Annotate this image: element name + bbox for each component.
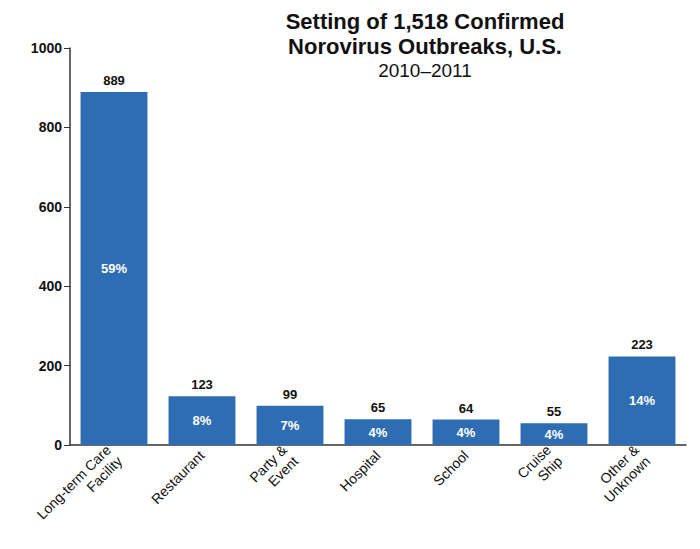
svg-text:Cruise: Cruise xyxy=(514,441,554,482)
svg-text:Hospital: Hospital xyxy=(337,447,384,494)
svg-text:Party &: Party & xyxy=(246,441,290,486)
svg-text:Restaurant: Restaurant xyxy=(148,447,208,507)
svg-text:4%: 4% xyxy=(545,427,564,442)
svg-text:14%: 14% xyxy=(629,393,655,408)
svg-text:Event: Event xyxy=(265,453,302,490)
svg-text:Norovirus Outbreaks, U.S.: Norovirus Outbreaks, U.S. xyxy=(288,34,562,59)
svg-text:65: 65 xyxy=(371,400,385,415)
svg-text:Ship: Ship xyxy=(534,453,565,484)
svg-text:2010–2011: 2010–2011 xyxy=(378,60,472,81)
svg-text:Facility: Facility xyxy=(83,453,125,495)
svg-text:64: 64 xyxy=(459,401,474,416)
svg-text:55: 55 xyxy=(547,404,561,419)
svg-text:4%: 4% xyxy=(457,425,476,440)
svg-text:223: 223 xyxy=(631,337,653,352)
svg-text:School: School xyxy=(430,447,472,489)
svg-text:Setting of 1,518 Confirmed: Setting of 1,518 Confirmed xyxy=(286,9,565,34)
svg-text:1000: 1000 xyxy=(31,40,62,56)
svg-text:Unknown: Unknown xyxy=(601,453,654,506)
svg-text:400: 400 xyxy=(39,278,63,294)
svg-text:59%: 59% xyxy=(101,261,127,276)
svg-text:99: 99 xyxy=(283,387,297,402)
svg-text:0: 0 xyxy=(54,437,62,453)
svg-text:200: 200 xyxy=(39,358,63,374)
svg-text:7%: 7% xyxy=(281,418,300,433)
svg-text:800: 800 xyxy=(39,119,63,135)
svg-text:4%: 4% xyxy=(369,425,388,440)
svg-text:Long-term Care: Long-term Care xyxy=(33,441,114,523)
svg-text:8%: 8% xyxy=(193,413,212,428)
svg-text:123: 123 xyxy=(191,377,213,392)
svg-text:889: 889 xyxy=(103,73,125,88)
svg-text:600: 600 xyxy=(39,199,63,215)
svg-text:Other &: Other & xyxy=(596,441,642,488)
